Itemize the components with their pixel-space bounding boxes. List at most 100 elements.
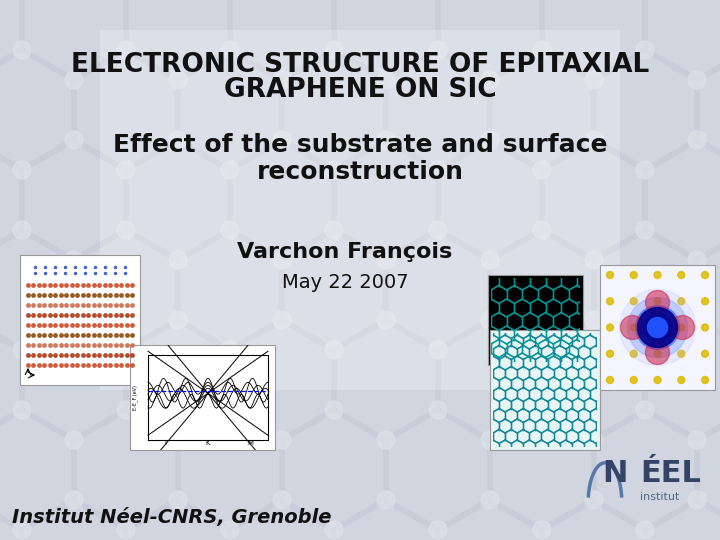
- Circle shape: [481, 431, 499, 449]
- Circle shape: [13, 41, 31, 59]
- Circle shape: [621, 315, 644, 340]
- Circle shape: [688, 71, 706, 89]
- Circle shape: [654, 350, 661, 357]
- Circle shape: [481, 311, 499, 329]
- Circle shape: [701, 350, 708, 357]
- Circle shape: [630, 324, 637, 331]
- Circle shape: [644, 314, 672, 341]
- Circle shape: [221, 161, 239, 179]
- Circle shape: [117, 221, 135, 239]
- Circle shape: [637, 307, 678, 348]
- Circle shape: [13, 521, 31, 539]
- Circle shape: [429, 521, 447, 539]
- Circle shape: [649, 320, 665, 335]
- Circle shape: [481, 251, 499, 269]
- Circle shape: [221, 41, 239, 59]
- Circle shape: [636, 341, 654, 359]
- Text: K: K: [206, 440, 210, 446]
- Circle shape: [636, 306, 680, 349]
- Circle shape: [169, 491, 187, 509]
- Circle shape: [678, 324, 685, 331]
- Text: ÉEL: ÉEL: [640, 459, 701, 488]
- Circle shape: [429, 41, 447, 59]
- Circle shape: [678, 376, 685, 383]
- Text: GRAPHENE ON SIC: GRAPHENE ON SIC: [224, 77, 496, 103]
- Circle shape: [606, 350, 613, 357]
- Circle shape: [377, 491, 395, 509]
- Circle shape: [117, 341, 135, 359]
- Circle shape: [678, 350, 685, 357]
- Bar: [488, 275, 583, 365]
- Circle shape: [606, 376, 613, 383]
- Circle shape: [654, 376, 661, 383]
- Circle shape: [688, 431, 706, 449]
- Circle shape: [585, 131, 603, 149]
- Circle shape: [221, 341, 239, 359]
- Circle shape: [117, 161, 135, 179]
- Text: Institut Néel-CNRS, Grenoble: Institut Néel-CNRS, Grenoble: [12, 509, 331, 528]
- Circle shape: [65, 71, 83, 89]
- Bar: [491, 278, 580, 362]
- Circle shape: [654, 324, 661, 331]
- Circle shape: [678, 298, 685, 305]
- Circle shape: [169, 431, 187, 449]
- Circle shape: [429, 221, 447, 239]
- Circle shape: [636, 521, 654, 539]
- Circle shape: [636, 41, 654, 59]
- Circle shape: [273, 491, 291, 509]
- Circle shape: [273, 431, 291, 449]
- Circle shape: [647, 318, 667, 338]
- Circle shape: [221, 401, 239, 419]
- Circle shape: [533, 221, 551, 239]
- Text: ELECTRONIC STRUCTURE OF EPITAXIAL: ELECTRONIC STRUCTURE OF EPITAXIAL: [71, 52, 649, 78]
- Circle shape: [117, 521, 135, 539]
- Circle shape: [654, 272, 661, 279]
- Circle shape: [701, 298, 708, 305]
- Circle shape: [377, 71, 395, 89]
- Circle shape: [377, 311, 395, 329]
- Circle shape: [273, 251, 291, 269]
- Bar: [100, 30, 620, 390]
- Circle shape: [481, 131, 499, 149]
- Circle shape: [273, 131, 291, 149]
- Circle shape: [325, 161, 343, 179]
- Circle shape: [701, 324, 708, 331]
- Circle shape: [533, 41, 551, 59]
- Circle shape: [377, 131, 395, 149]
- Circle shape: [429, 161, 447, 179]
- Bar: [130, 345, 275, 450]
- Circle shape: [429, 401, 447, 419]
- Text: M: M: [247, 440, 253, 446]
- Circle shape: [169, 251, 187, 269]
- Bar: [490, 330, 600, 450]
- Circle shape: [117, 41, 135, 59]
- Circle shape: [585, 71, 603, 89]
- Circle shape: [606, 298, 613, 305]
- Circle shape: [65, 491, 83, 509]
- Circle shape: [688, 131, 706, 149]
- Circle shape: [646, 291, 670, 314]
- Circle shape: [533, 401, 551, 419]
- Text: reconstruction: reconstruction: [256, 160, 464, 184]
- Circle shape: [585, 491, 603, 509]
- Circle shape: [533, 341, 551, 359]
- Circle shape: [670, 315, 695, 340]
- Bar: [600, 265, 715, 390]
- Circle shape: [481, 71, 499, 89]
- Circle shape: [619, 289, 696, 366]
- Circle shape: [481, 491, 499, 509]
- Circle shape: [325, 41, 343, 59]
- Circle shape: [117, 401, 135, 419]
- Circle shape: [606, 272, 613, 279]
- Circle shape: [325, 341, 343, 359]
- Text: Varchon François: Varchon François: [238, 242, 453, 262]
- Circle shape: [654, 298, 661, 305]
- Circle shape: [678, 272, 685, 279]
- Circle shape: [13, 221, 31, 239]
- Circle shape: [701, 376, 708, 383]
- Circle shape: [429, 341, 447, 359]
- Circle shape: [325, 521, 343, 539]
- Circle shape: [606, 324, 613, 331]
- Circle shape: [636, 221, 654, 239]
- Circle shape: [585, 251, 603, 269]
